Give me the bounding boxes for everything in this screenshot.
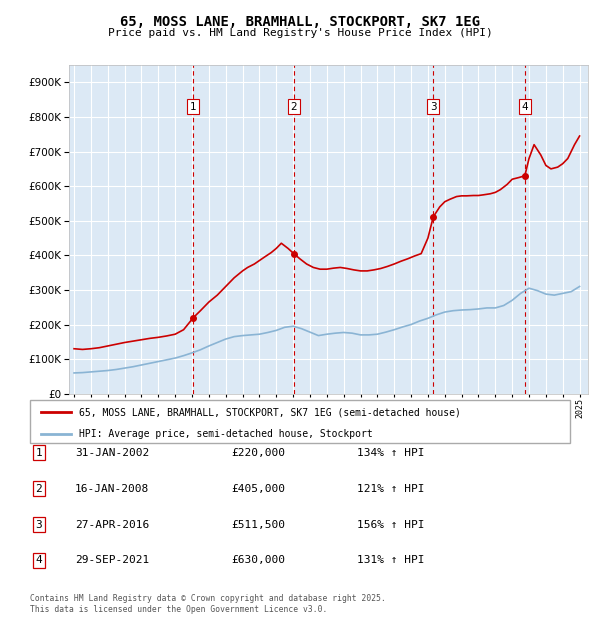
Text: 3: 3 [430, 102, 437, 112]
Text: 4: 4 [35, 556, 43, 565]
Text: 1: 1 [190, 102, 197, 112]
Text: £405,000: £405,000 [231, 484, 285, 494]
Text: 27-APR-2016: 27-APR-2016 [75, 520, 149, 529]
Text: 16-JAN-2008: 16-JAN-2008 [75, 484, 149, 494]
Text: 134% ↑ HPI: 134% ↑ HPI [357, 448, 425, 458]
Text: 4: 4 [521, 102, 528, 112]
Text: 1: 1 [35, 448, 43, 458]
Text: Price paid vs. HM Land Registry's House Price Index (HPI): Price paid vs. HM Land Registry's House … [107, 28, 493, 38]
Text: £511,500: £511,500 [231, 520, 285, 529]
Text: Contains HM Land Registry data © Crown copyright and database right 2025.
This d: Contains HM Land Registry data © Crown c… [30, 595, 386, 614]
Text: 31-JAN-2002: 31-JAN-2002 [75, 448, 149, 458]
Text: 2: 2 [290, 102, 297, 112]
Text: 131% ↑ HPI: 131% ↑ HPI [357, 556, 425, 565]
Text: 29-SEP-2021: 29-SEP-2021 [75, 556, 149, 565]
Text: HPI: Average price, semi-detached house, Stockport: HPI: Average price, semi-detached house,… [79, 429, 373, 439]
Text: £630,000: £630,000 [231, 556, 285, 565]
Text: £220,000: £220,000 [231, 448, 285, 458]
Text: 156% ↑ HPI: 156% ↑ HPI [357, 520, 425, 529]
Text: 65, MOSS LANE, BRAMHALL, STOCKPORT, SK7 1EG (semi-detached house): 65, MOSS LANE, BRAMHALL, STOCKPORT, SK7 … [79, 407, 460, 417]
Text: 2: 2 [35, 484, 43, 494]
Text: 65, MOSS LANE, BRAMHALL, STOCKPORT, SK7 1EG: 65, MOSS LANE, BRAMHALL, STOCKPORT, SK7 … [120, 16, 480, 30]
Text: 121% ↑ HPI: 121% ↑ HPI [357, 484, 425, 494]
Text: 3: 3 [35, 520, 43, 529]
